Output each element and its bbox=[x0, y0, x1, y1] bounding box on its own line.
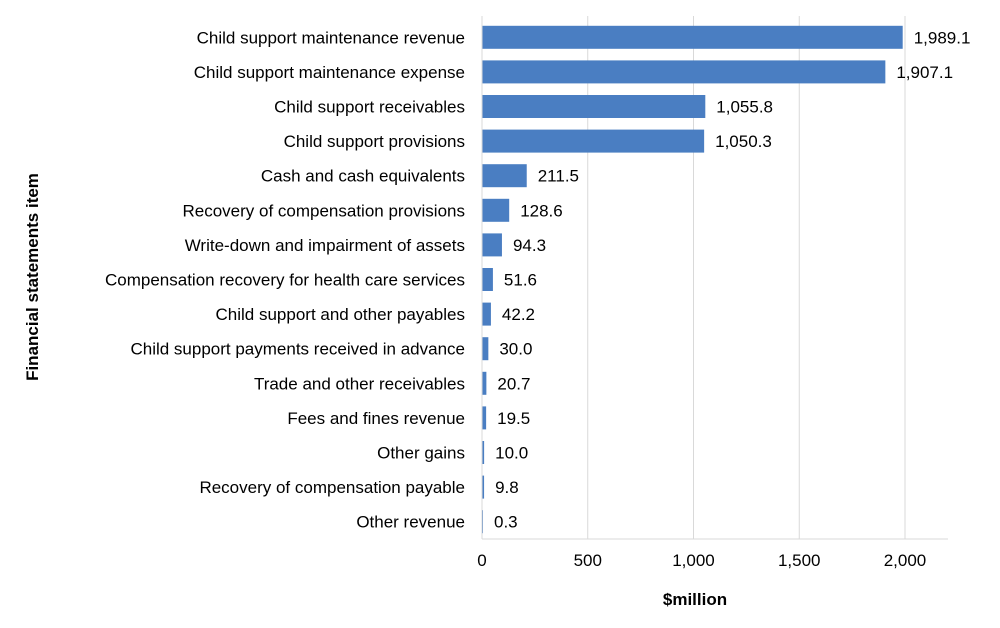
data-label: 94.3 bbox=[513, 236, 546, 255]
x-tick-label: 2,000 bbox=[884, 551, 927, 570]
data-label: 51.6 bbox=[504, 271, 537, 290]
category-label: Child support and other payables bbox=[216, 305, 466, 324]
category-label: Other gains bbox=[377, 444, 465, 463]
category-label: Child support payments received in advan… bbox=[130, 340, 465, 359]
x-tick-label: 0 bbox=[477, 551, 486, 570]
bar bbox=[482, 303, 491, 326]
data-label: 30.0 bbox=[499, 340, 532, 359]
bar bbox=[482, 164, 527, 187]
data-label: 1,055.8 bbox=[716, 98, 773, 117]
data-label: 1,050.3 bbox=[715, 132, 772, 151]
bar bbox=[482, 60, 885, 83]
x-tick-label: 500 bbox=[574, 551, 602, 570]
bar bbox=[482, 130, 704, 153]
category-label: Write-down and impairment of assets bbox=[185, 236, 465, 255]
data-label: 19.5 bbox=[497, 409, 530, 428]
category-label: Compensation recovery for health care se… bbox=[105, 271, 465, 290]
data-label: 20.7 bbox=[497, 374, 530, 393]
x-tick-label: 1,000 bbox=[672, 551, 715, 570]
category-label: Child support receivables bbox=[274, 98, 465, 117]
bar bbox=[482, 26, 903, 49]
category-label: Fees and fines revenue bbox=[287, 409, 465, 428]
y-axis-title: Financial statements item bbox=[23, 173, 42, 381]
category-label: Trade and other receivables bbox=[254, 374, 465, 393]
bar bbox=[482, 268, 493, 291]
category-label: Child support maintenance expense bbox=[194, 63, 465, 82]
data-label: 9.8 bbox=[495, 478, 519, 497]
bar bbox=[482, 95, 705, 118]
bar bbox=[482, 233, 502, 256]
x-axis-title: $million bbox=[663, 590, 727, 609]
data-label: 10.0 bbox=[495, 444, 528, 463]
data-label: 128.6 bbox=[520, 201, 563, 220]
category-label: Cash and cash equivalents bbox=[261, 167, 465, 186]
data-label: 211.5 bbox=[538, 167, 579, 186]
data-label: 1,907.1 bbox=[896, 63, 953, 82]
data-label: 42.2 bbox=[502, 305, 535, 324]
category-label: Child support provisions bbox=[284, 132, 465, 151]
gridlines bbox=[588, 16, 905, 539]
category-label: Child support maintenance revenue bbox=[197, 28, 465, 47]
category-label: Other revenue bbox=[356, 513, 465, 532]
data-label: 0.3 bbox=[494, 513, 518, 532]
category-label: Recovery of compensation provisions bbox=[182, 201, 465, 220]
bar bbox=[482, 372, 486, 395]
bar bbox=[482, 337, 488, 360]
bar bbox=[482, 199, 509, 222]
x-tick-label: 1,500 bbox=[778, 551, 821, 570]
category-label: Recovery of compensation payable bbox=[199, 478, 465, 497]
data-label: 1,989.1 bbox=[914, 28, 971, 47]
bars bbox=[482, 26, 903, 533]
bar bbox=[482, 406, 486, 429]
